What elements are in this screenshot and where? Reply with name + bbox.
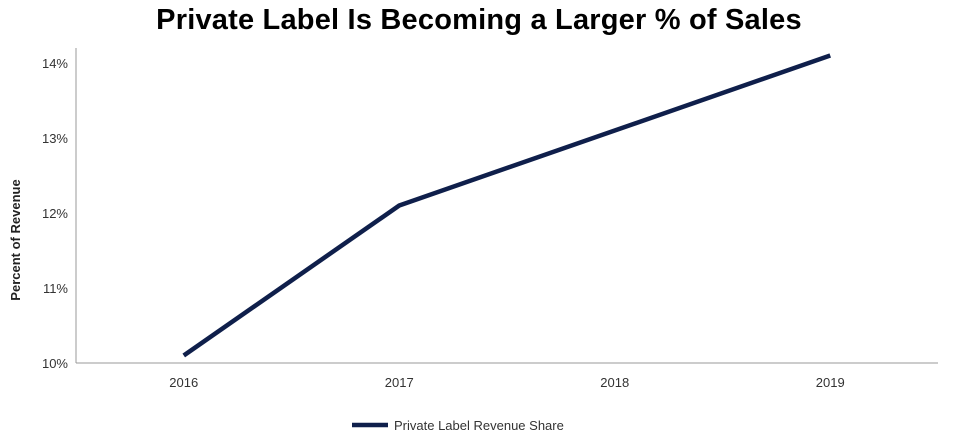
y-tick-label: 12% [42, 206, 68, 221]
x-tick-label: 2016 [169, 375, 198, 390]
y-tick-label: 13% [42, 131, 68, 146]
x-tick-label: 2017 [385, 375, 414, 390]
y-axis: 10% 11% 12% 13% 14% [42, 48, 77, 371]
y-tick-label: 10% [42, 356, 68, 371]
legend: Private Label Revenue Share [352, 418, 564, 433]
series-line [182, 53, 831, 358]
x-tick-label: 2019 [816, 375, 845, 390]
chart-title: Private Label Is Becoming a Larger % of … [156, 4, 802, 36]
legend-label: Private Label Revenue Share [394, 418, 564, 433]
x-axis: 2016 2017 2018 2019 [76, 362, 938, 390]
x-tick-label: 2018 [600, 375, 629, 390]
y-tick-label: 14% [42, 56, 68, 71]
y-tick-label: 11% [43, 281, 68, 296]
y-axis-title: Percent of Revenue [8, 179, 23, 300]
series-group [182, 53, 831, 358]
y-axis-title-group: Percent of Revenue [8, 179, 23, 300]
